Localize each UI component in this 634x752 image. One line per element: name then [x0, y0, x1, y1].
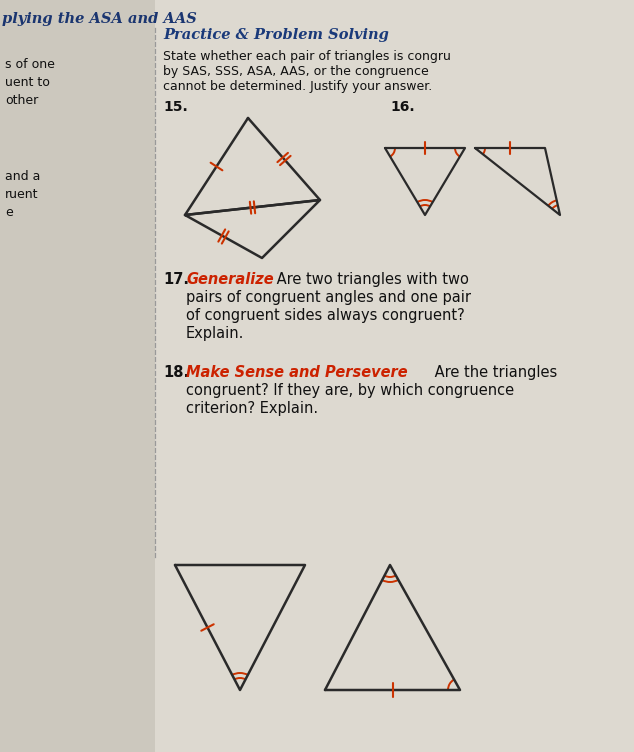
Text: 16.: 16.: [390, 100, 415, 114]
Text: plying the ASA and AAS: plying the ASA and AAS: [2, 12, 197, 26]
Text: Are the triangles: Are the triangles: [430, 365, 557, 380]
Text: other: other: [5, 94, 38, 107]
Text: pairs of congruent angles and one pair: pairs of congruent angles and one pair: [186, 290, 471, 305]
Bar: [0, 0, 155, 752]
Text: State whether each pair of triangles is congru: State whether each pair of triangles is …: [163, 50, 451, 63]
Text: Explain.: Explain.: [186, 326, 244, 341]
Text: Make Sense and Persevere: Make Sense and Persevere: [186, 365, 408, 380]
Text: congruent? If they are, by which congruence: congruent? If they are, by which congrue…: [186, 383, 514, 398]
Text: Are two triangles with two: Are two triangles with two: [272, 272, 469, 287]
Text: e: e: [5, 206, 13, 219]
Text: criterion? Explain.: criterion? Explain.: [186, 401, 318, 416]
Text: cannot be determined. Justify your answer.: cannot be determined. Justify your answe…: [163, 80, 432, 93]
Text: by SAS, SSS, ASA, AAS, or the congruence: by SAS, SSS, ASA, AAS, or the congruence: [163, 65, 429, 78]
Text: ruent: ruent: [5, 188, 39, 201]
Text: Generalize: Generalize: [186, 272, 274, 287]
Text: 15.: 15.: [163, 100, 188, 114]
Text: 17.: 17.: [163, 272, 189, 287]
Text: 18.: 18.: [163, 365, 189, 380]
Text: of congruent sides always congruent?: of congruent sides always congruent?: [186, 308, 465, 323]
Text: Practice & Problem Solving: Practice & Problem Solving: [163, 28, 389, 42]
Text: and a: and a: [5, 170, 41, 183]
Text: s of one: s of one: [5, 58, 55, 71]
Text: uent to: uent to: [5, 76, 50, 89]
